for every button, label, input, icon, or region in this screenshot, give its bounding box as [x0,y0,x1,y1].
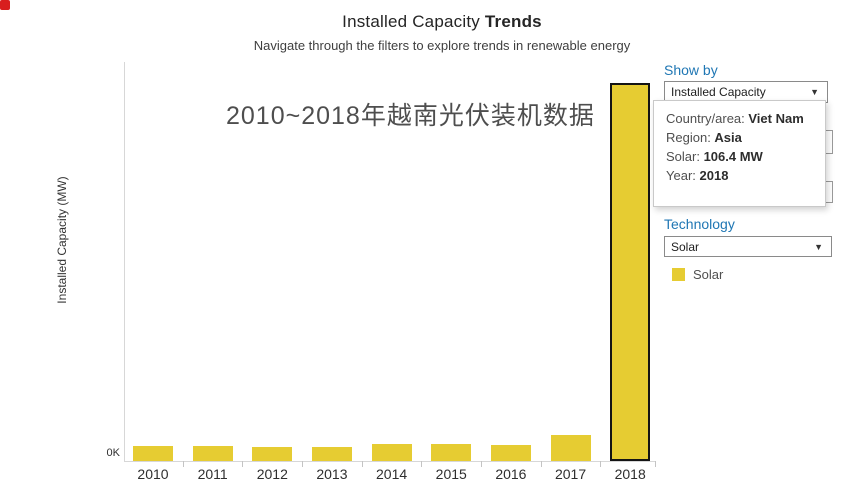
bar-2013[interactable] [311,447,352,461]
tooltip-solar-row: Solar: 106.4 MW [666,149,763,164]
page-title-bold: Trends [484,12,542,31]
x-axis-line [124,461,656,462]
x-axis-label-2015: 2015 [435,466,467,482]
x-axis-label-2012: 2012 [256,466,288,482]
show-by-dropdown[interactable]: Installed Capacity ▼ [664,81,828,103]
bar-2016[interactable] [490,445,531,461]
page-subtitle: Navigate through the filters to explore … [253,38,631,53]
y-axis-tick-label: 0K [106,447,120,459]
tooltip-region-row: Region: Asia [666,130,742,145]
bar-2014[interactable] [371,444,412,461]
bar-2012[interactable] [252,447,293,461]
solar-color-swatch-icon [672,268,685,281]
tooltip-country-row: Country/area: Viet Nam [666,111,804,126]
x-axis-tick [361,461,363,467]
x-axis-tick [182,461,184,467]
x-axis-label-2018: 2018 [614,466,646,482]
tooltip: Country/area: Viet Nam Region: Asia Sola… [653,100,826,207]
show-by-label: Show by [664,62,718,78]
x-axis-label-2016: 2016 [495,466,527,482]
x-axis-label-2010: 2010 [137,466,169,482]
bar-2018[interactable] [610,83,651,461]
chart-annotation: 2010~2018年越南光伏装机数据 [226,102,595,130]
page-title-regular: Installed Capacity [342,12,485,31]
y-axis-title: Installed Capacity (MW) [55,176,69,304]
recording-dot-icon [0,0,10,10]
chevron-down-icon: ▼ [810,87,819,97]
technology-value: Solar [671,239,700,254]
x-axis-tick [421,461,423,467]
bar-2015[interactable] [431,444,472,461]
x-axis-label-2017: 2017 [554,466,587,482]
bar-2017[interactable] [550,435,591,461]
x-axis-label-2014: 2014 [376,466,408,482]
y-axis-line [124,62,125,462]
chevron-down-icon: ▼ [814,241,823,252]
header: Installed Capacity Trends Navigate throu… [30,12,854,53]
x-axis-label-2013: 2013 [316,466,348,482]
legend-label: Solar [693,267,724,282]
technology-label: Technology [664,216,735,232]
show-by-value: Installed Capacity [671,85,766,99]
x-axis-tick [481,461,483,467]
x-axis-tick [655,461,656,467]
tooltip-year-row: Year: 2018 [666,168,729,183]
technology-dropdown[interactable]: Solar ▼ [664,236,832,257]
x-axis-label-2011: 2011 [197,466,228,482]
x-axis-tick [540,461,542,467]
x-axis-tick [600,461,602,467]
x-axis-tick [302,461,304,467]
x-axis-tick [242,461,244,467]
bar-2010[interactable] [133,446,173,461]
bar-2011[interactable] [192,446,233,461]
page-title: Installed Capacity Trends [30,12,854,32]
legend-item-solar[interactable]: Solar [672,267,723,282]
